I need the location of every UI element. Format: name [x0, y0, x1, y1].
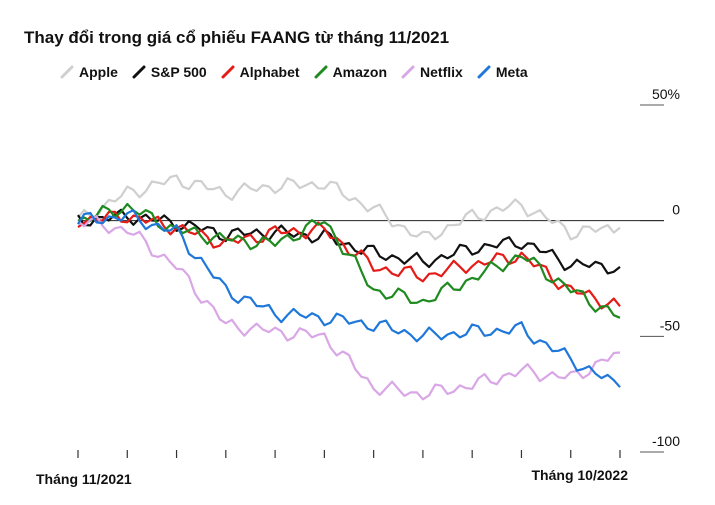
legend-label: Alphabet — [239, 64, 300, 80]
legend-item: Amazon — [314, 64, 387, 80]
legend-item: Netflix — [401, 64, 463, 80]
legend-item: Alphabet — [221, 64, 300, 80]
legend-label: Apple — [79, 64, 118, 80]
xtick-label-end: Tháng 10/2022 — [532, 467, 629, 483]
ytick-label: -100 — [652, 433, 680, 449]
legend: Apple S&P 500 Alphabet Amazon Netflix Meta — [60, 64, 542, 80]
series-line-apple — [77, 174, 621, 241]
ytick-label: 50% — [652, 86, 680, 102]
legend-swatch — [477, 65, 491, 79]
legend-swatch — [314, 65, 328, 79]
series-line-meta — [77, 209, 621, 388]
xtick-label-start: Tháng 11/2021 — [36, 471, 132, 487]
series-line-s-p-500 — [77, 208, 621, 275]
legend-swatch — [221, 65, 235, 79]
series-line-netflix — [77, 215, 621, 401]
legend-item: Meta — [477, 64, 528, 80]
legend-swatch — [401, 65, 415, 79]
legend-label: Meta — [495, 64, 528, 80]
ytick-label: 0 — [672, 202, 680, 218]
legend-item: Apple — [60, 64, 118, 80]
legend-label: Netflix — [420, 64, 463, 80]
legend-label: Amazon — [332, 64, 388, 80]
series-line-amazon — [77, 202, 621, 319]
legend-swatch — [60, 65, 74, 79]
ytick-label: -50 — [660, 317, 680, 333]
chart-title: Thay đổi trong giá cổ phiếu FAANG từ thá… — [24, 28, 450, 47]
legend-label: S&P 500 — [150, 64, 207, 80]
legend-swatch — [132, 65, 146, 79]
legend-item: S&P 500 — [132, 64, 207, 80]
